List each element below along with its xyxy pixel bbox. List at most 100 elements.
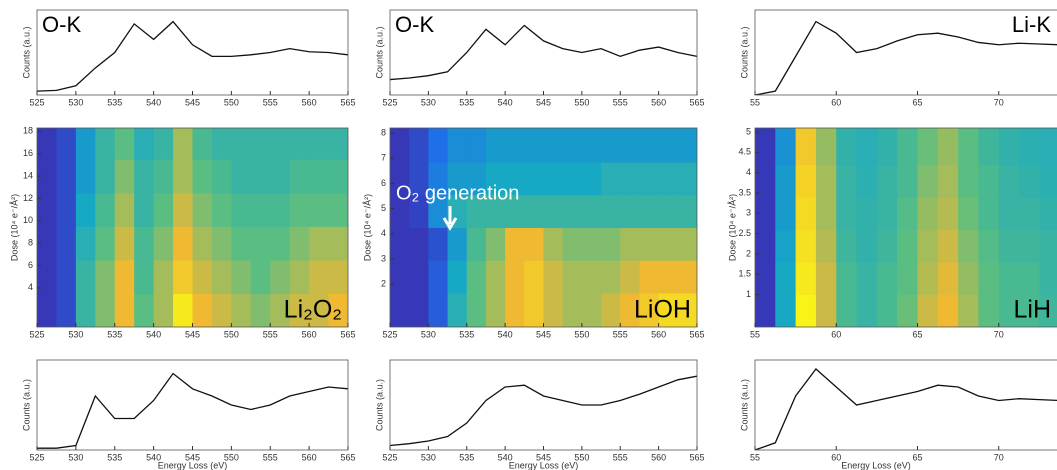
y-axis-label: Counts (a.u.) bbox=[374, 379, 384, 431]
y-tick-label: 8 bbox=[381, 127, 386, 137]
heatmap-cell bbox=[775, 229, 797, 263]
heatmap-cell bbox=[173, 293, 193, 327]
y-tick-label: 18 bbox=[23, 126, 33, 136]
heatmap-cell bbox=[289, 226, 310, 261]
heatmap-cell bbox=[815, 197, 837, 231]
heatmap-cell bbox=[524, 128, 544, 163]
x-tick-label: 565 bbox=[689, 329, 704, 339]
heatmap-cell bbox=[114, 128, 135, 160]
x-tick-label: 545 bbox=[185, 452, 200, 462]
y-tick-label: 3 bbox=[746, 208, 751, 218]
panel: 5560657075Counts (a.u.)Energy Loss (eV) bbox=[739, 359, 1057, 470]
heatmap-cell bbox=[639, 162, 660, 196]
x-tick-label: 525 bbox=[382, 452, 397, 462]
heatmap-cell bbox=[581, 128, 602, 163]
heatmap-cell bbox=[289, 293, 310, 327]
heatmap-cell bbox=[250, 128, 271, 160]
x-tick-label: 60 bbox=[831, 452, 841, 462]
heatmap-cell bbox=[775, 262, 797, 296]
heatmap-cell bbox=[114, 293, 135, 327]
heatmap-cell bbox=[543, 162, 564, 196]
heatmap-cell bbox=[250, 226, 271, 261]
heatmap-cell bbox=[192, 259, 213, 294]
heatmap-cell bbox=[428, 292, 449, 327]
heatmap-cell bbox=[856, 164, 878, 198]
spectrum-line bbox=[755, 368, 1057, 450]
heatmap-cell bbox=[836, 294, 858, 327]
heatmap-cell bbox=[37, 159, 57, 194]
heatmap-cell bbox=[755, 197, 776, 231]
heatmap-cell bbox=[447, 162, 468, 196]
x-tick-label: 530 bbox=[421, 329, 436, 339]
heatmap-cell bbox=[755, 229, 776, 263]
heatmap-cell bbox=[815, 262, 837, 296]
heatmap-cell bbox=[56, 128, 77, 160]
heatmap-cell bbox=[639, 227, 660, 261]
heatmap-cell bbox=[505, 194, 525, 228]
heatmap-cell bbox=[937, 164, 959, 198]
heatmap-cell bbox=[390, 260, 410, 294]
heatmap-cell bbox=[409, 227, 429, 261]
heatmap-cell bbox=[173, 159, 193, 194]
y-axis-label: Dose (10⁴ e⁻/Å²) bbox=[9, 194, 19, 261]
heatmap-cell bbox=[505, 162, 525, 196]
heatmap-cell bbox=[639, 194, 660, 228]
heatmap-cell bbox=[134, 259, 155, 294]
x-tick-label: 560 bbox=[302, 97, 317, 107]
x-tick-label: 525 bbox=[29, 452, 44, 462]
x-tick-label: 545 bbox=[536, 329, 551, 339]
heatmap-cell bbox=[601, 260, 621, 294]
heatmap-cell bbox=[897, 164, 918, 198]
y-tick-label: 4.5 bbox=[738, 147, 751, 157]
heatmap-cell bbox=[447, 194, 468, 228]
heatmap-cell bbox=[153, 259, 174, 294]
y-axis-label: Counts (a.u.) bbox=[21, 26, 31, 78]
x-tick-label: 530 bbox=[68, 329, 83, 339]
y-tick-label: 10 bbox=[23, 215, 33, 225]
heatmap-cell bbox=[620, 162, 640, 196]
heatmap-cell bbox=[328, 259, 348, 294]
heatmap-cell bbox=[1019, 229, 1040, 263]
y-tick-label: 5 bbox=[381, 203, 386, 213]
x-tick-label: 540 bbox=[498, 97, 513, 107]
axes-frame bbox=[389, 9, 698, 96]
heatmap-cell bbox=[289, 259, 310, 294]
x-tick-label: 565 bbox=[340, 97, 355, 107]
heatmap-cell bbox=[856, 262, 878, 296]
heatmap-cell bbox=[795, 294, 817, 327]
heatmap-cell bbox=[917, 164, 939, 198]
x-tick-label: 535 bbox=[107, 452, 122, 462]
heatmap-cell bbox=[75, 293, 96, 327]
x-tick-label: 550 bbox=[224, 452, 239, 462]
heatmap-cell bbox=[466, 128, 487, 163]
heatmap-cell bbox=[309, 226, 330, 261]
panel: 525 530 535 540 545 550 555 560 565 Counts (a.u.)… bbox=[374, 9, 705, 107]
heatmap-cell bbox=[958, 128, 979, 166]
heatmap-cell bbox=[447, 128, 468, 163]
heatmap-cell bbox=[677, 292, 697, 327]
heatmap-cell bbox=[56, 259, 77, 294]
axes-frame bbox=[36, 9, 349, 96]
heatmap-cell bbox=[917, 197, 939, 231]
heatmap-cell bbox=[620, 260, 640, 294]
y-axis-label: Dose (10⁴ e⁻/Å²) bbox=[727, 194, 737, 261]
heatmap-cell bbox=[775, 294, 797, 327]
heatmap-cell bbox=[998, 229, 1020, 263]
x-tick-label: 540 bbox=[498, 329, 513, 339]
heatmap-cell bbox=[270, 226, 291, 261]
heatmap-cell bbox=[390, 227, 410, 261]
heatmap-cell bbox=[562, 194, 583, 228]
x-tick-label: 565 bbox=[340, 452, 355, 462]
x-tick-label: 565 bbox=[689, 97, 704, 107]
heatmap-cell bbox=[1019, 262, 1040, 296]
heatmap-cell bbox=[173, 128, 193, 160]
heatmap-cell bbox=[289, 192, 310, 227]
heatmap-cell bbox=[75, 159, 96, 194]
heatmap-cell bbox=[153, 293, 174, 327]
heatmap-cell bbox=[153, 192, 174, 227]
heatmap-cell bbox=[937, 229, 959, 263]
heatmap-cell bbox=[856, 294, 878, 327]
heatmap-cell bbox=[620, 128, 640, 163]
heatmap-cell bbox=[775, 128, 797, 166]
heatmap-cell bbox=[192, 192, 213, 227]
